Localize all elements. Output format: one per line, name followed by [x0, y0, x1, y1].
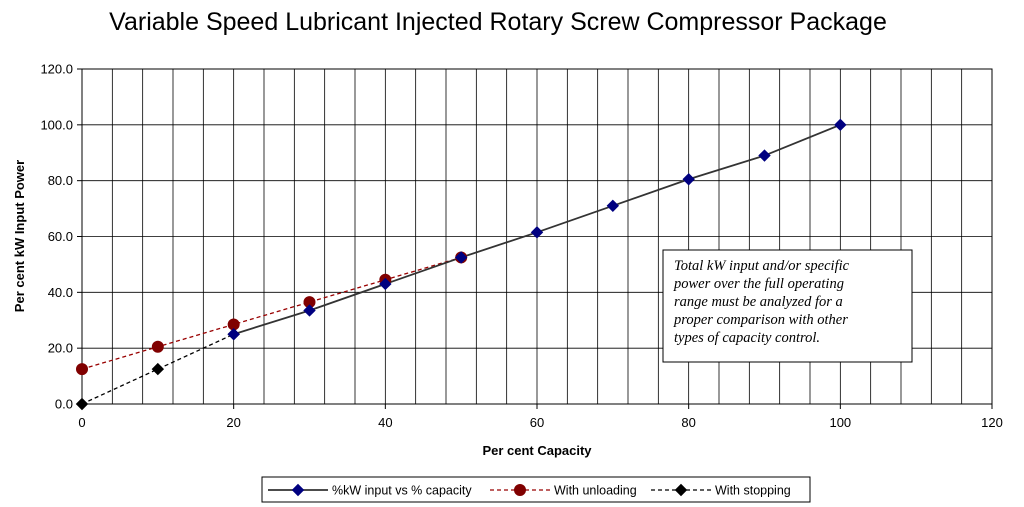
legend-marker — [291, 483, 305, 497]
data-point — [834, 118, 847, 132]
data-point — [379, 277, 392, 291]
y-tick-label: 0.0 — [55, 397, 73, 412]
y-tick-label: 100.0 — [40, 117, 73, 132]
legend-marker — [674, 483, 688, 497]
annotation-line: Total kW input and/or specific — [674, 258, 850, 274]
data-point — [75, 397, 89, 411]
x-tick-label: 120 — [981, 415, 1003, 430]
data-point — [303, 304, 316, 317]
series-1 — [81, 256, 462, 370]
series-line — [81, 256, 462, 370]
data-point — [227, 328, 240, 341]
data-point — [76, 363, 88, 376]
legend-label: With unloading — [554, 484, 637, 498]
legend-item: With stopping — [651, 484, 791, 498]
annotation-line: types of capacity control. — [674, 330, 820, 346]
series-layer — [75, 118, 847, 411]
data-point — [454, 251, 468, 264]
legend-label: %kW input vs % capacity — [332, 484, 472, 498]
legend-item: With unloading — [490, 484, 637, 498]
x-tick-label: 0 — [78, 415, 85, 430]
x-tick-label: 80 — [681, 415, 695, 430]
chart-title: Variable Speed Lubricant Injected Rotary… — [109, 8, 887, 36]
axis-ticks: 0 20 40 60 80 100 120 0.0 20.0 40.0 60.0 80.0 100.0 1… — [40, 62, 1002, 431]
y-tick-label: 120.0 — [40, 62, 73, 77]
data-point — [606, 199, 620, 212]
data-point — [530, 226, 544, 239]
x-axis-label: Per cent Capacity — [482, 443, 592, 458]
series-0-points — [227, 118, 847, 341]
y-tick-label: 40.0 — [48, 285, 73, 300]
annotation-line: power over the full operating — [673, 276, 844, 292]
y-tick-label: 80.0 — [48, 173, 73, 188]
legend-label: With stopping — [715, 484, 791, 498]
legend-marker — [514, 484, 526, 496]
legend: %kW input vs % capacity With unloading Wit… — [261, 476, 811, 503]
legend-item: %kW input vs % capacity — [268, 484, 472, 498]
annotation-box-frame — [662, 249, 913, 363]
annotation-line: range must be analyzed for a — [674, 294, 843, 310]
x-tick-label: 20 — [226, 415, 240, 430]
x-tick-label: 100 — [829, 415, 851, 430]
data-point — [151, 340, 164, 353]
data-point — [682, 173, 695, 186]
x-tick-label: 40 — [378, 415, 392, 430]
y-tick-label: 60.0 — [48, 229, 73, 244]
annotation-box: Total kW input and/or specific power ove… — [662, 249, 913, 363]
x-tick-label: 60 — [530, 415, 544, 430]
y-tick-label: 20.0 — [48, 341, 73, 356]
data-point — [758, 149, 771, 162]
annotation-line: proper comparison with other — [673, 312, 848, 328]
data-point — [151, 362, 165, 376]
y-axis-label: Per cent kW Input Power — [12, 160, 27, 312]
